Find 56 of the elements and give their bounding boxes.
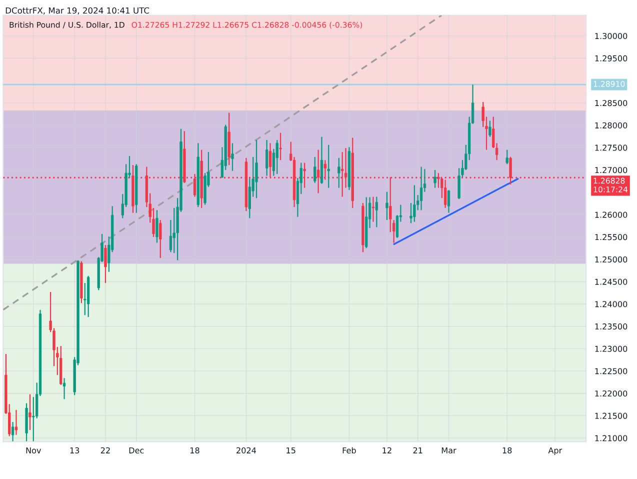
y-tick-label: 1.28000 [595,122,628,128]
candlestick [372,196,375,222]
x-tick-label: 22 [100,447,110,454]
candlestick [156,210,158,244]
candlestick [11,421,14,442]
y-tick-label: 1.27000 [595,167,628,174]
y-tick-label: 1.27500 [595,144,628,151]
y-tick-label: 1.21000 [595,435,628,442]
candlestick [279,132,282,161]
candlestick [231,142,234,172]
candlestick [327,144,330,188]
x-tick-label: 18 [502,447,512,454]
y-tick-label: 1.25000 [595,256,628,262]
x-tick-label: Feb [342,447,356,454]
y-tick-label: 1.21500 [595,412,628,419]
y-tick-label: 1.23000 [595,346,628,352]
candlestick [314,156,316,184]
y-tick-label: 1.26000 [595,212,628,218]
candlestick [338,157,340,188]
candlestick [320,136,324,184]
candlestick [413,184,416,222]
candlestick [14,409,18,436]
candlestick [434,169,436,188]
y-tick-label: 1.23500 [595,323,628,330]
candlestick [265,139,268,176]
candlestick [62,378,66,400]
x-tick-label: 15 [286,447,296,454]
candlestick [488,120,492,138]
y-tick-label: 1.28500 [595,100,628,106]
x-tick-label: Dec [129,447,144,454]
text: DCottrFX, Mar 19, 2024 10:41 UTC [6,7,150,14]
x-tick-label: 21 [413,447,422,454]
y-tick-label: 1.22500 [595,368,628,374]
candlestick [104,244,107,284]
y-tick-label: 1.29500 [595,55,628,62]
candlestick [276,139,278,175]
x-tick-label: 2024 [236,447,256,454]
candlestick [28,394,32,431]
y-tick-label: 1.24000 [595,301,628,308]
x-tick-label: Apr [548,447,562,455]
candlestick [255,139,258,199]
y-tick-label: 1.25500 [595,234,628,240]
x-tick-label: Nov [26,447,42,454]
x-tick-label: 13 [70,447,80,454]
y-tick-label: 1.30000 [595,32,628,40]
candlestick [420,166,423,211]
candlestick [375,196,378,228]
candlestick [386,191,388,221]
x-tick-label: 18 [190,447,200,454]
x-tick-label: Mar [442,447,456,454]
candlestick [506,149,508,165]
candlestick [447,190,450,214]
y-tick-label: 1.24500 [595,278,628,285]
candlestick [159,219,162,259]
y-tick-label: 1.22000 [595,390,628,397]
x-tick-label: 12 [382,447,392,454]
